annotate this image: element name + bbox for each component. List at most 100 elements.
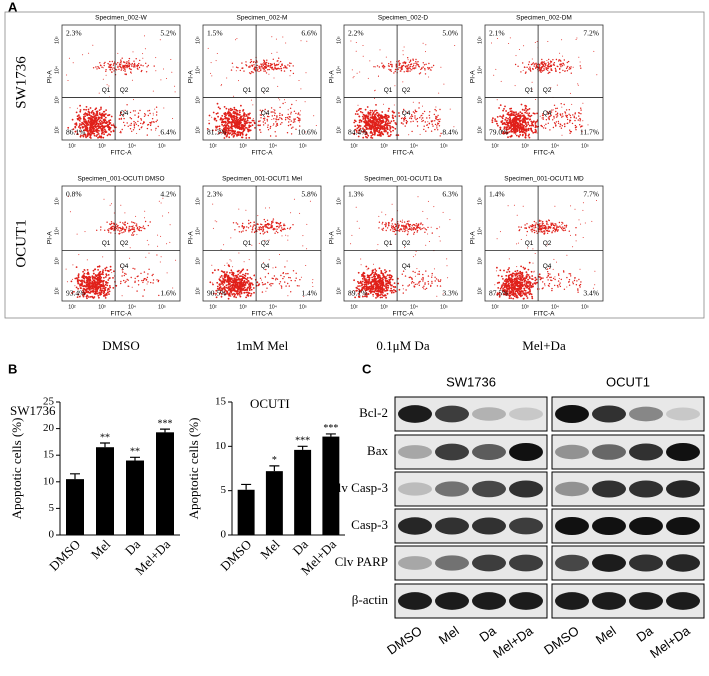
cell-dot — [398, 225, 400, 227]
cell-dot — [386, 275, 388, 277]
cell-dot — [238, 294, 241, 296]
cell-dot — [103, 198, 105, 200]
cell-dot — [536, 126, 538, 128]
cell-dot — [230, 69, 233, 71]
cell-dot — [132, 110, 135, 112]
cell-dot — [238, 292, 241, 294]
cell-dot — [382, 66, 384, 68]
cell-dot — [505, 128, 508, 131]
cell-dot — [232, 136, 235, 138]
cell-dot — [548, 112, 550, 114]
cell-dot — [400, 70, 402, 72]
y-axis-label: PI-A — [329, 70, 336, 83]
cell-dot — [518, 114, 521, 117]
cell-dot — [425, 287, 428, 290]
cell-dot — [143, 115, 146, 118]
cell-dot — [534, 63, 536, 65]
cell-dot — [437, 279, 439, 281]
cell-dot — [377, 274, 380, 276]
cell-dot — [88, 52, 90, 54]
cell-dot — [98, 281, 101, 284]
cell-dot — [418, 102, 420, 104]
cell-dot — [174, 91, 176, 93]
cell-dot — [378, 116, 380, 119]
cell-dot — [92, 67, 95, 69]
y-tick-label: 10⁴ — [195, 66, 201, 74]
cell-dot — [239, 295, 242, 298]
cell-dot — [530, 120, 533, 123]
cell-dot — [550, 87, 552, 89]
cell-dot — [268, 115, 270, 118]
cell-dot — [70, 280, 73, 283]
cell-dot — [232, 271, 235, 274]
cell-dot — [545, 67, 547, 69]
cell-dot — [110, 222, 113, 225]
cell-dot — [569, 130, 572, 133]
cell-dot — [431, 282, 433, 284]
cell-dot — [394, 68, 397, 71]
cell-dot — [545, 68, 548, 71]
cell-dot — [263, 262, 265, 264]
cell-dot — [566, 118, 569, 121]
cell-dot — [103, 113, 106, 116]
cell-dot — [128, 225, 130, 228]
cell-dot — [499, 104, 502, 106]
cell-dot — [259, 120, 261, 122]
cell-dot — [92, 288, 95, 290]
cell-dot — [95, 286, 98, 289]
cell-dot — [388, 124, 391, 127]
cell-dot — [98, 130, 100, 132]
cell-dot — [285, 42, 287, 44]
cell-dot — [562, 115, 564, 117]
cell-dot — [436, 227, 438, 230]
cell-dot — [252, 104, 254, 106]
cell-dot — [219, 276, 222, 278]
cell-dot — [271, 68, 273, 70]
cell-dot — [217, 115, 220, 118]
cell-dot — [82, 274, 85, 277]
cell-dot — [123, 231, 125, 233]
cell-dot — [141, 279, 143, 282]
cell-dot — [427, 283, 430, 285]
cell-dot — [240, 283, 243, 286]
cell-dot — [393, 282, 396, 284]
cell-dot — [408, 276, 410, 279]
cell-dot — [312, 279, 314, 281]
cell-dot — [276, 123, 278, 125]
cell-dot — [121, 57, 123, 59]
cell-dot — [497, 38, 498, 39]
cell-dot — [295, 112, 297, 115]
cell-dot — [287, 64, 289, 66]
cell-dot — [543, 69, 546, 71]
cell-dot — [130, 225, 132, 228]
cell-dot — [110, 66, 112, 69]
cell-dot — [354, 125, 357, 127]
cell-dot — [232, 66, 234, 68]
cell-dot — [104, 286, 107, 289]
cell-dot — [89, 283, 91, 286]
cell-dot — [414, 271, 416, 274]
cell-dot — [350, 40, 352, 42]
cell-dot — [117, 65, 119, 68]
cell-dot — [366, 288, 369, 291]
cell-dot — [512, 121, 515, 124]
cell-dot — [86, 282, 89, 284]
cell-dot — [130, 124, 132, 126]
cell-dot — [415, 251, 417, 252]
cell-dot — [245, 134, 248, 137]
cell-dot — [233, 285, 236, 288]
cell-dot — [280, 68, 282, 70]
percentage: 5.8% — [301, 190, 317, 199]
cell-dot — [372, 275, 375, 278]
cell-dot — [107, 279, 110, 281]
cell-dot — [373, 122, 376, 124]
percentage: 84.4% — [348, 128, 367, 137]
y-tick-label: 10² — [195, 287, 201, 295]
cell-dot — [230, 291, 233, 294]
cell-dot — [362, 289, 363, 291]
cell-dot — [418, 65, 420, 67]
y-tick-label: 10³ — [195, 257, 201, 265]
cell-dot — [293, 198, 295, 200]
x-tick-label: 10² — [491, 143, 499, 149]
cell-dot — [106, 84, 108, 86]
